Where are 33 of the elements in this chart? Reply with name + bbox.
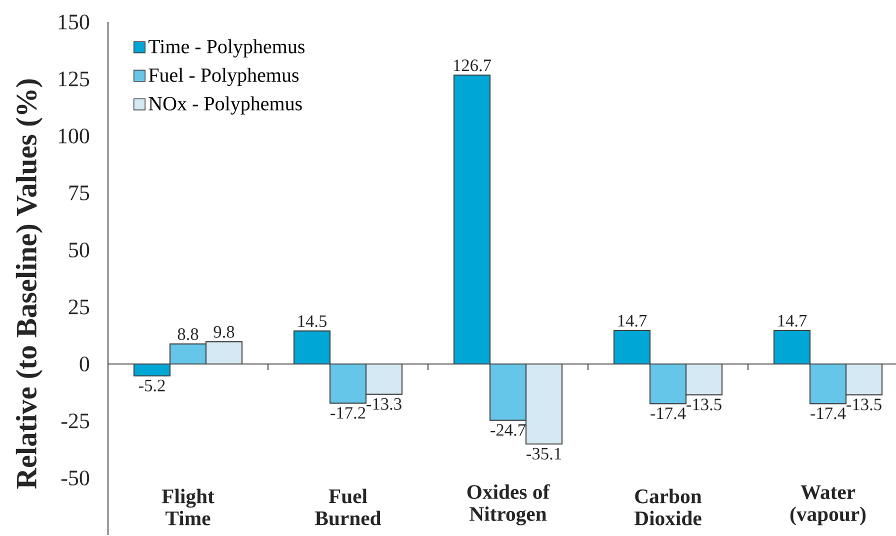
y-axis-title: Relative (to Baseline) Values (%) [16,79,42,489]
data-label: -17.2 [330,407,366,419]
data-label: -17.4 [810,408,846,420]
data-label: 126.7 [454,60,492,72]
y-tick-label: 25 [68,300,90,314]
x-tick-label: Flight Time [162,488,214,526]
data-label: 9.8 [214,326,234,338]
x-tick-label: Water (vapour) [790,485,866,526]
x-tick-label: Carbon Dioxide [634,488,702,526]
y-tick-label: 100 [58,128,90,144]
y-tick-label: 75 [69,186,90,200]
data-label: -13.5 [686,398,722,410]
x-tick-label: Oxides of Nitrogen [467,484,550,526]
data-label: -35.1 [526,448,562,460]
y-tick-label: -25 [61,414,90,428]
x-tick-label: Fuel Burned [315,488,382,526]
y-tick-label: -50 [61,470,90,486]
y-tick-label: 0 [80,356,90,372]
data-label: 14.5 [298,315,326,328]
data-label: -5.2 [138,380,165,392]
y-tick-label: 50 [69,242,90,258]
y-tick-label: 125 [58,72,90,86]
legend-label: Fuel - Polyphemus [148,68,299,86]
data-label: -13.5 [846,398,882,410]
data-label: 14.7 [618,314,647,327]
legend-label: NOx - Polyphemus [148,96,302,115]
data-label: -17.4 [650,408,686,420]
data-label: 8.8 [178,328,198,340]
data-label: -24.7 [490,424,526,436]
data-label: 14.7 [778,314,807,327]
legend-label: Time - Polyphemus [148,39,304,58]
y-tick-label: 150 [58,14,90,30]
data-label: -13.3 [366,398,402,410]
